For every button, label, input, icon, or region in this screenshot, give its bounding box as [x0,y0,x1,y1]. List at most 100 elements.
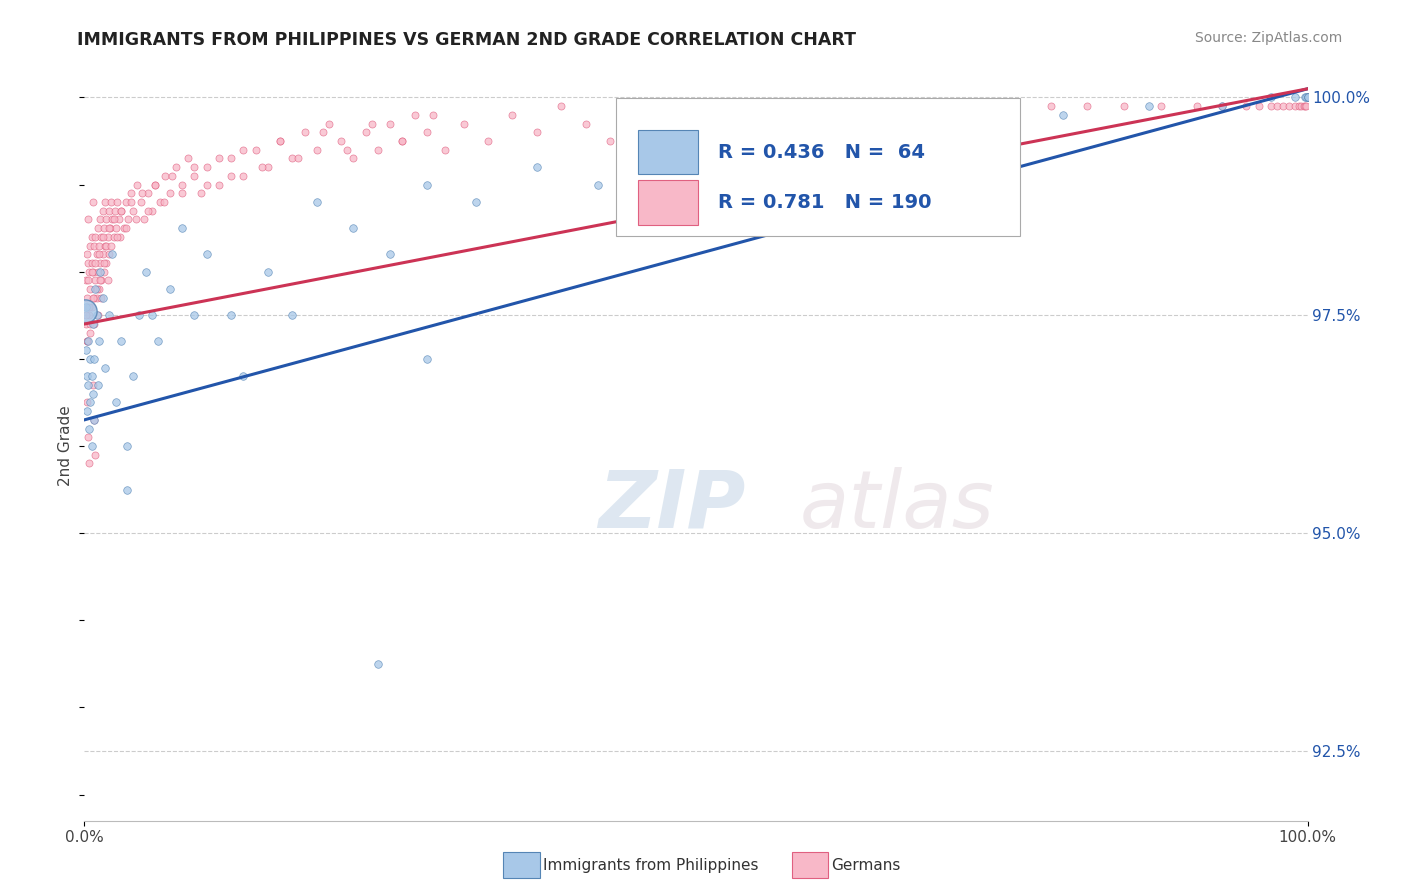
Point [117,212,139,227]
Point [83,413,105,427]
Point [1295,99,1317,113]
Point [79,282,101,296]
Point [82,386,104,401]
FancyBboxPatch shape [616,97,1021,236]
Point [96,238,118,252]
Point [1137,99,1160,113]
Point [75,273,97,287]
Point [80,256,103,270]
Point [159,282,181,296]
Point [1296,90,1319,104]
Point [129,195,152,210]
Point [183,169,205,183]
Point [416,178,439,192]
Point [1296,90,1319,104]
Point [75,343,97,358]
Point [599,134,621,148]
Point [110,203,132,218]
Point [141,203,163,218]
Point [87,238,110,252]
Point [89,212,111,227]
Point [1296,90,1319,104]
Point [86,308,108,322]
Point [80,300,103,314]
Point [91,291,114,305]
Point [1296,90,1319,104]
Point [318,117,340,131]
Point [149,195,172,210]
Point [79,326,101,340]
Point [83,413,105,427]
Point [245,143,267,157]
Point [97,308,120,322]
Point [75,300,97,314]
Point [1278,99,1301,113]
Point [135,265,157,279]
Point [77,273,100,287]
Point [77,457,100,471]
Point [105,395,128,409]
Point [86,247,108,261]
Point [172,221,194,235]
Point [76,369,98,384]
Point [1052,108,1074,122]
Point [367,657,389,671]
Point [94,360,117,375]
Point [76,334,98,349]
Point [1260,90,1282,104]
Point [434,143,457,157]
Point [76,395,98,409]
Point [101,247,124,261]
Point [87,334,110,349]
Point [115,483,138,497]
Point [122,369,145,384]
Point [136,186,159,201]
Text: ZIP: ZIP [598,467,745,545]
Point [84,282,107,296]
Point [305,143,328,157]
Point [281,152,304,166]
Point [87,282,110,296]
Point [1265,99,1288,113]
Point [136,203,159,218]
Point [190,186,212,201]
Point [115,439,138,453]
Point [1187,99,1209,113]
Point [134,212,156,227]
Point [1150,99,1173,113]
Point [75,308,97,322]
Point [131,186,153,201]
Text: Germans: Germans [831,858,900,872]
Point [219,308,242,322]
Point [77,421,100,435]
Point [75,317,97,331]
Point [1272,99,1295,113]
Point [336,143,359,157]
Point [1211,99,1233,113]
Point [1296,90,1319,104]
Point [1292,99,1315,113]
Point [856,99,879,113]
Point [1294,90,1316,104]
Point [287,152,309,166]
Point [87,308,110,322]
Point [929,99,952,113]
Point [82,265,104,279]
Point [636,108,658,122]
Point [1236,99,1258,113]
Point [477,134,499,148]
Point [83,291,105,305]
Point [105,195,128,210]
Point [79,238,101,252]
Point [416,351,439,366]
Point [77,430,100,444]
Point [1284,90,1306,104]
Point [87,265,110,279]
Point [125,178,148,192]
Text: IMMIGRANTS FROM PHILIPPINES VS GERMAN 2ND GRADE CORRELATION CHART: IMMIGRANTS FROM PHILIPPINES VS GERMAN 2N… [77,31,856,49]
Point [294,125,316,139]
Point [672,125,695,139]
Point [77,212,100,227]
Point [257,265,280,279]
Point [575,117,598,131]
